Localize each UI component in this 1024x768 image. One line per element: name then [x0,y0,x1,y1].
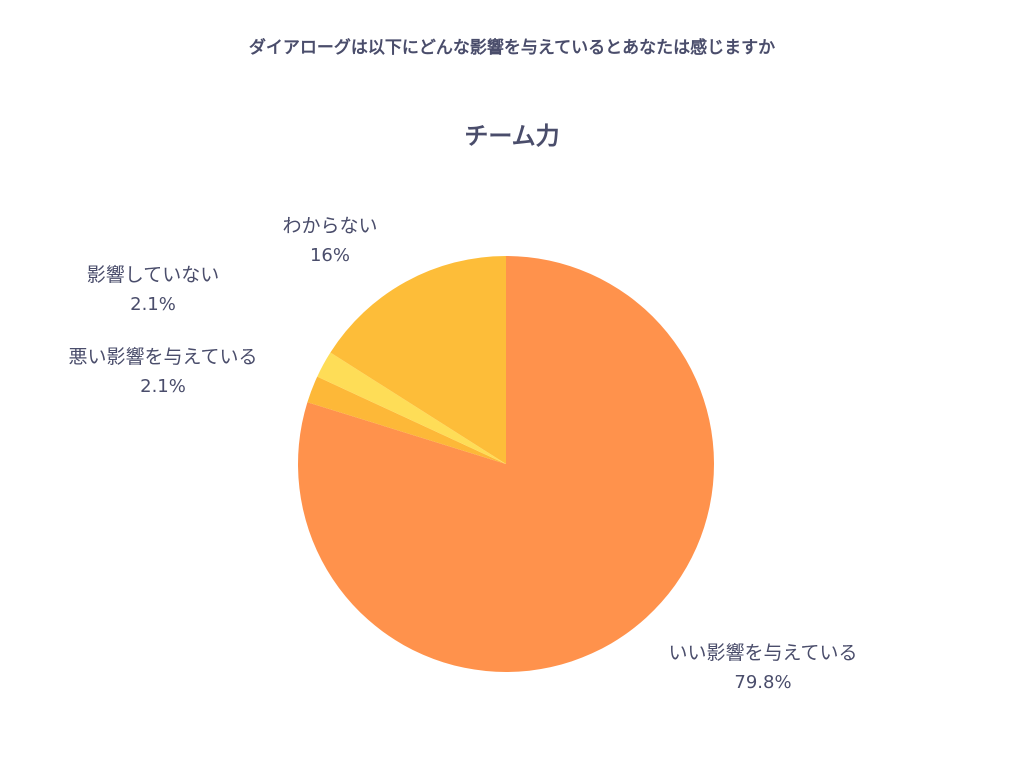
slice-label-text: いい影響を与えている [668,642,858,664]
slice-label-text: 悪い影響を与えている [68,346,258,368]
slice-label-no-influence: 影響していない 2.1% [58,260,248,320]
slice-label-bad-influence: 悪い影響を与えている 2.1% [48,342,278,402]
slice-label-text: わからない [282,215,378,237]
slice-label-dont-know: わからない 16% [250,211,410,271]
slice-value-label: 2.1% [130,294,176,315]
survey-question: ダイアローグは以下にどんな影響を与えているとあなたは感じますか [248,38,776,58]
pie-slice-dont-know [330,256,506,464]
slice-value-label: 16% [309,245,350,266]
pie-slice-bad-influence [307,376,506,464]
pie-slice-good-influence [298,256,715,672]
slice-label-text: 影響していない [86,264,220,286]
chart-title: チーム力 [464,122,560,150]
pie-slice-no-influence [317,352,506,464]
slice-value-label: 79.8% [734,672,792,693]
slice-value-label: 2.1% [140,376,186,397]
slice-label-good-influence: いい影響を与えている 79.8% [648,638,878,698]
